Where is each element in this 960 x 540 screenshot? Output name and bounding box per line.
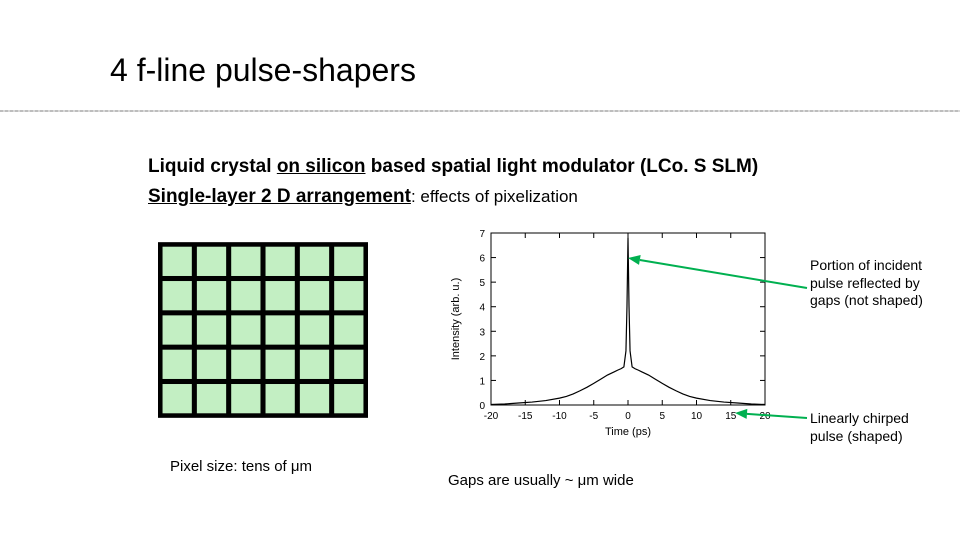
page-title: 4 f-line pulse-shapers: [110, 52, 416, 89]
svg-text:Intensity (arb. u.): Intensity (arb. u.): [450, 278, 462, 361]
svg-text:-10: -10: [552, 411, 567, 422]
subtitle-line-1: Liquid crystal on silicon based spatial …: [148, 156, 758, 178]
title-divider: [0, 110, 960, 112]
pixel-grid-diagram: [158, 225, 368, 435]
svg-text:5: 5: [659, 411, 665, 422]
gaps-label: Gaps are usually ~ μm wide: [448, 472, 634, 489]
svg-text:1: 1: [479, 376, 485, 387]
subtitle-line-2: Single-layer 2 D arrangement: effects of…: [148, 186, 578, 208]
svg-text:10: 10: [691, 411, 703, 422]
intensity-chart: -20 -15 -10 -5 0 5 10 15 20 0 1 2 3 4 5 6 7 Time (ps) Inte…: [445, 223, 775, 441]
annotation-chirp: Linearly chirped pulse (shaped): [810, 410, 930, 445]
svg-text:0: 0: [479, 401, 485, 412]
svg-text:-20: -20: [484, 411, 499, 422]
svg-text:6: 6: [479, 254, 485, 265]
svg-text:20: 20: [759, 411, 771, 422]
svg-text:4: 4: [479, 303, 485, 314]
svg-text:-15: -15: [518, 411, 533, 422]
svg-text:5: 5: [479, 278, 485, 289]
svg-text:3: 3: [479, 327, 485, 338]
svg-text:2: 2: [479, 352, 485, 363]
svg-text:7: 7: [479, 229, 485, 240]
svg-text:Time (ps): Time (ps): [605, 426, 651, 438]
svg-text:0: 0: [625, 411, 631, 422]
svg-text:-5: -5: [589, 411, 598, 422]
sub2-tail: : effects of pixelization: [411, 187, 578, 206]
pixel-size-label: Pixel size: tens of μm: [170, 458, 312, 475]
sub1-underline: on silicon: [277, 156, 366, 177]
sub2-underline: Single-layer 2 D arrangement: [148, 186, 411, 207]
annotation-spike: Portion of incident pulse reflected by g…: [810, 257, 930, 310]
svg-text:15: 15: [725, 411, 737, 422]
sub1-post: based spatial light modulator (LCo. S SL…: [366, 156, 759, 177]
sub1-pre: Liquid crystal: [148, 156, 277, 177]
